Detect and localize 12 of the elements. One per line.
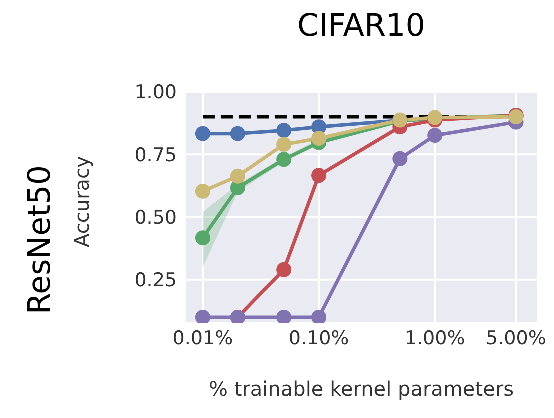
x-tick-label: 0.01% xyxy=(172,327,234,350)
x-axis-title: % trainable kernel parameters xyxy=(208,377,514,401)
text: ResNet50 xyxy=(22,165,58,315)
y-axis-title: Accuracy xyxy=(70,156,94,248)
y-tick-label: 0.25 xyxy=(134,270,177,292)
x-tick-label: 5.00% xyxy=(486,327,546,350)
y-tick-label: 0.75 xyxy=(134,144,177,166)
x-tick-label: 0.10% xyxy=(288,327,350,350)
chart-title: CIFAR10 xyxy=(296,8,426,44)
y-tick-label: 1.00 xyxy=(134,82,177,104)
x-tick-label: 1.00% xyxy=(404,327,466,350)
y-tick-label: 0.50 xyxy=(134,207,177,230)
